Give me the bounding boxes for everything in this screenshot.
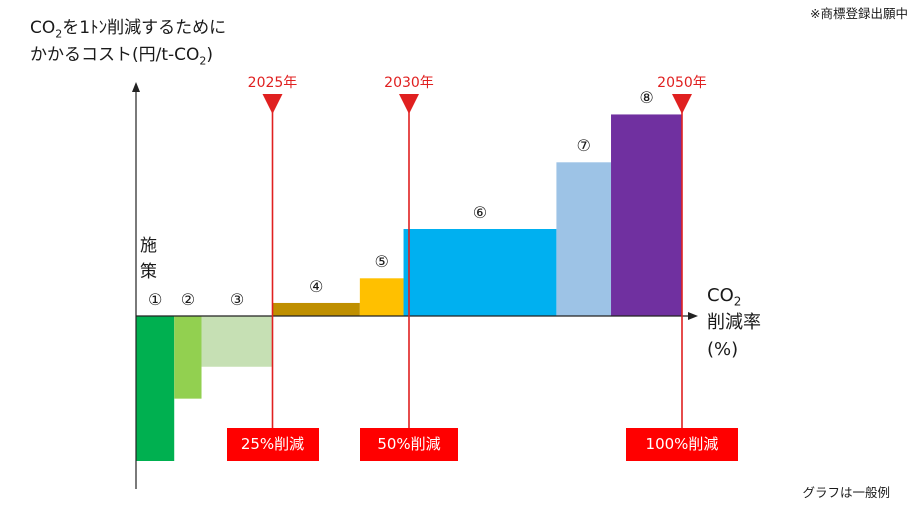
bars-group xyxy=(136,114,682,461)
milestones-group xyxy=(262,94,692,430)
milestone-marker-2 xyxy=(399,94,419,114)
bar-measure-3 xyxy=(201,316,273,367)
bar-label-8: ⑧ xyxy=(639,88,654,108)
bar-measure-4 xyxy=(272,302,360,316)
bar-measure-8 xyxy=(611,114,682,316)
measures-label-2: 策 xyxy=(140,262,157,282)
bar-measure-7 xyxy=(556,162,612,316)
trademark-note: ※商標登録出願中 xyxy=(810,6,908,21)
bar-label-4: ④ xyxy=(309,276,324,296)
footnote: グラフは一般例 xyxy=(802,484,890,500)
y-axis-label-line2: かかるコスト(円/t-CO2) xyxy=(30,45,214,68)
bar-label-5: ⑤ xyxy=(374,252,389,272)
milestone-marker-3 xyxy=(672,94,692,114)
milestone-reduction-3: 100%削減 xyxy=(626,428,738,461)
bar-label-7: ⑦ xyxy=(576,136,591,156)
milestone-reduction-2: 50%削減 xyxy=(360,428,458,461)
bar-label-3: ③ xyxy=(229,290,245,309)
bar-measure-5 xyxy=(359,278,404,316)
milestone-year-1: 2025年 xyxy=(247,75,298,91)
x-axis-label-line3: (%) xyxy=(707,339,739,360)
milestone-reduction-1: 25%削減 xyxy=(226,428,319,461)
bar-label-1: ① xyxy=(147,290,163,309)
bar-label-6: ⑥ xyxy=(472,203,488,222)
bar-measure-6 xyxy=(403,229,557,316)
measures-label-1: 施 xyxy=(140,236,157,256)
x-axis-arrow xyxy=(688,312,698,320)
axes-group xyxy=(132,82,698,489)
y-axis-arrow xyxy=(132,82,140,92)
x-axis-label-line2: 削減率 xyxy=(707,312,761,333)
bar-measure-2 xyxy=(174,316,202,399)
milestone-marker-1 xyxy=(262,94,283,114)
bar-measure-1 xyxy=(136,316,175,461)
milestone-year-3: 2050年 xyxy=(657,75,707,91)
milestone-year-2: 2030年 xyxy=(384,75,434,91)
y-axis-label-line1: CO2を1ﾄﾝ削減するために xyxy=(30,18,227,41)
bar-label-2: ② xyxy=(180,290,196,309)
x-axis-label-line1: CO2 xyxy=(707,285,742,309)
